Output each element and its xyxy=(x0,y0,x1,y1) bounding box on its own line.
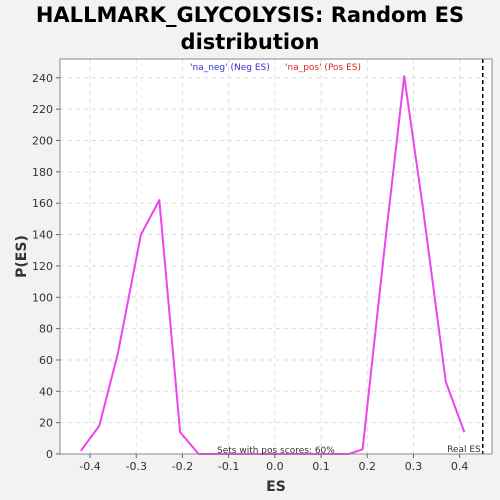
legend-entry: 'na_neg' (Neg ES) xyxy=(190,63,270,73)
labels: Real ES -0.4 -0.3 -0.2 -0.1 0.0 0.1 0.2 0.3 0.4 0 2… xyxy=(14,63,481,495)
x-tick-label: 0.1 xyxy=(312,460,330,473)
x-tick-label: 0.3 xyxy=(405,460,423,473)
x-tick-label: -0.3 xyxy=(126,460,147,473)
chart-title-line-1: HALLMARK_GLYCOLYSIS: Random ES xyxy=(35,3,465,27)
axes xyxy=(56,58,493,458)
y-tick-label: 220 xyxy=(32,103,53,116)
legend-entry: 'na_pos' (Pos ES) xyxy=(285,63,361,73)
y-tick-label: 200 xyxy=(32,135,53,148)
y-tick-label: 60 xyxy=(39,354,53,367)
plot-area xyxy=(60,59,492,454)
x-axis-title: ES xyxy=(266,479,286,495)
y-tick-label: 80 xyxy=(39,323,53,336)
chart-title-line-2: distribution xyxy=(180,30,320,54)
y-tick-label: 120 xyxy=(32,260,53,273)
x-tick-label: -0.4 xyxy=(79,460,100,473)
y-tick-label: 100 xyxy=(32,291,53,304)
x-tick-label: -0.2 xyxy=(172,460,193,473)
y-tick-label: 0 xyxy=(46,448,53,461)
y-tick-label: 160 xyxy=(32,197,53,210)
y-tick-label: 40 xyxy=(39,385,53,398)
x-tick-label: 0.2 xyxy=(359,460,377,473)
x-tick-label: 0.0 xyxy=(266,460,284,473)
real-es-label: Real ES xyxy=(447,445,481,455)
y-tick-label: 140 xyxy=(32,229,53,242)
y-tick-label: 180 xyxy=(32,166,53,179)
x-tick-label: 0.4 xyxy=(451,460,469,473)
y-tick-label: 240 xyxy=(32,72,53,85)
y-axis-title: P(ES) xyxy=(14,235,30,278)
pos-score-annotation: Sets with pos scores: 60% xyxy=(217,446,335,456)
chart-title: HALLMARK_GLYCOLYSIS: Random ES distribut… xyxy=(0,2,500,56)
x-tick-label: -0.1 xyxy=(218,460,239,473)
y-tick-label: 20 xyxy=(39,417,53,430)
